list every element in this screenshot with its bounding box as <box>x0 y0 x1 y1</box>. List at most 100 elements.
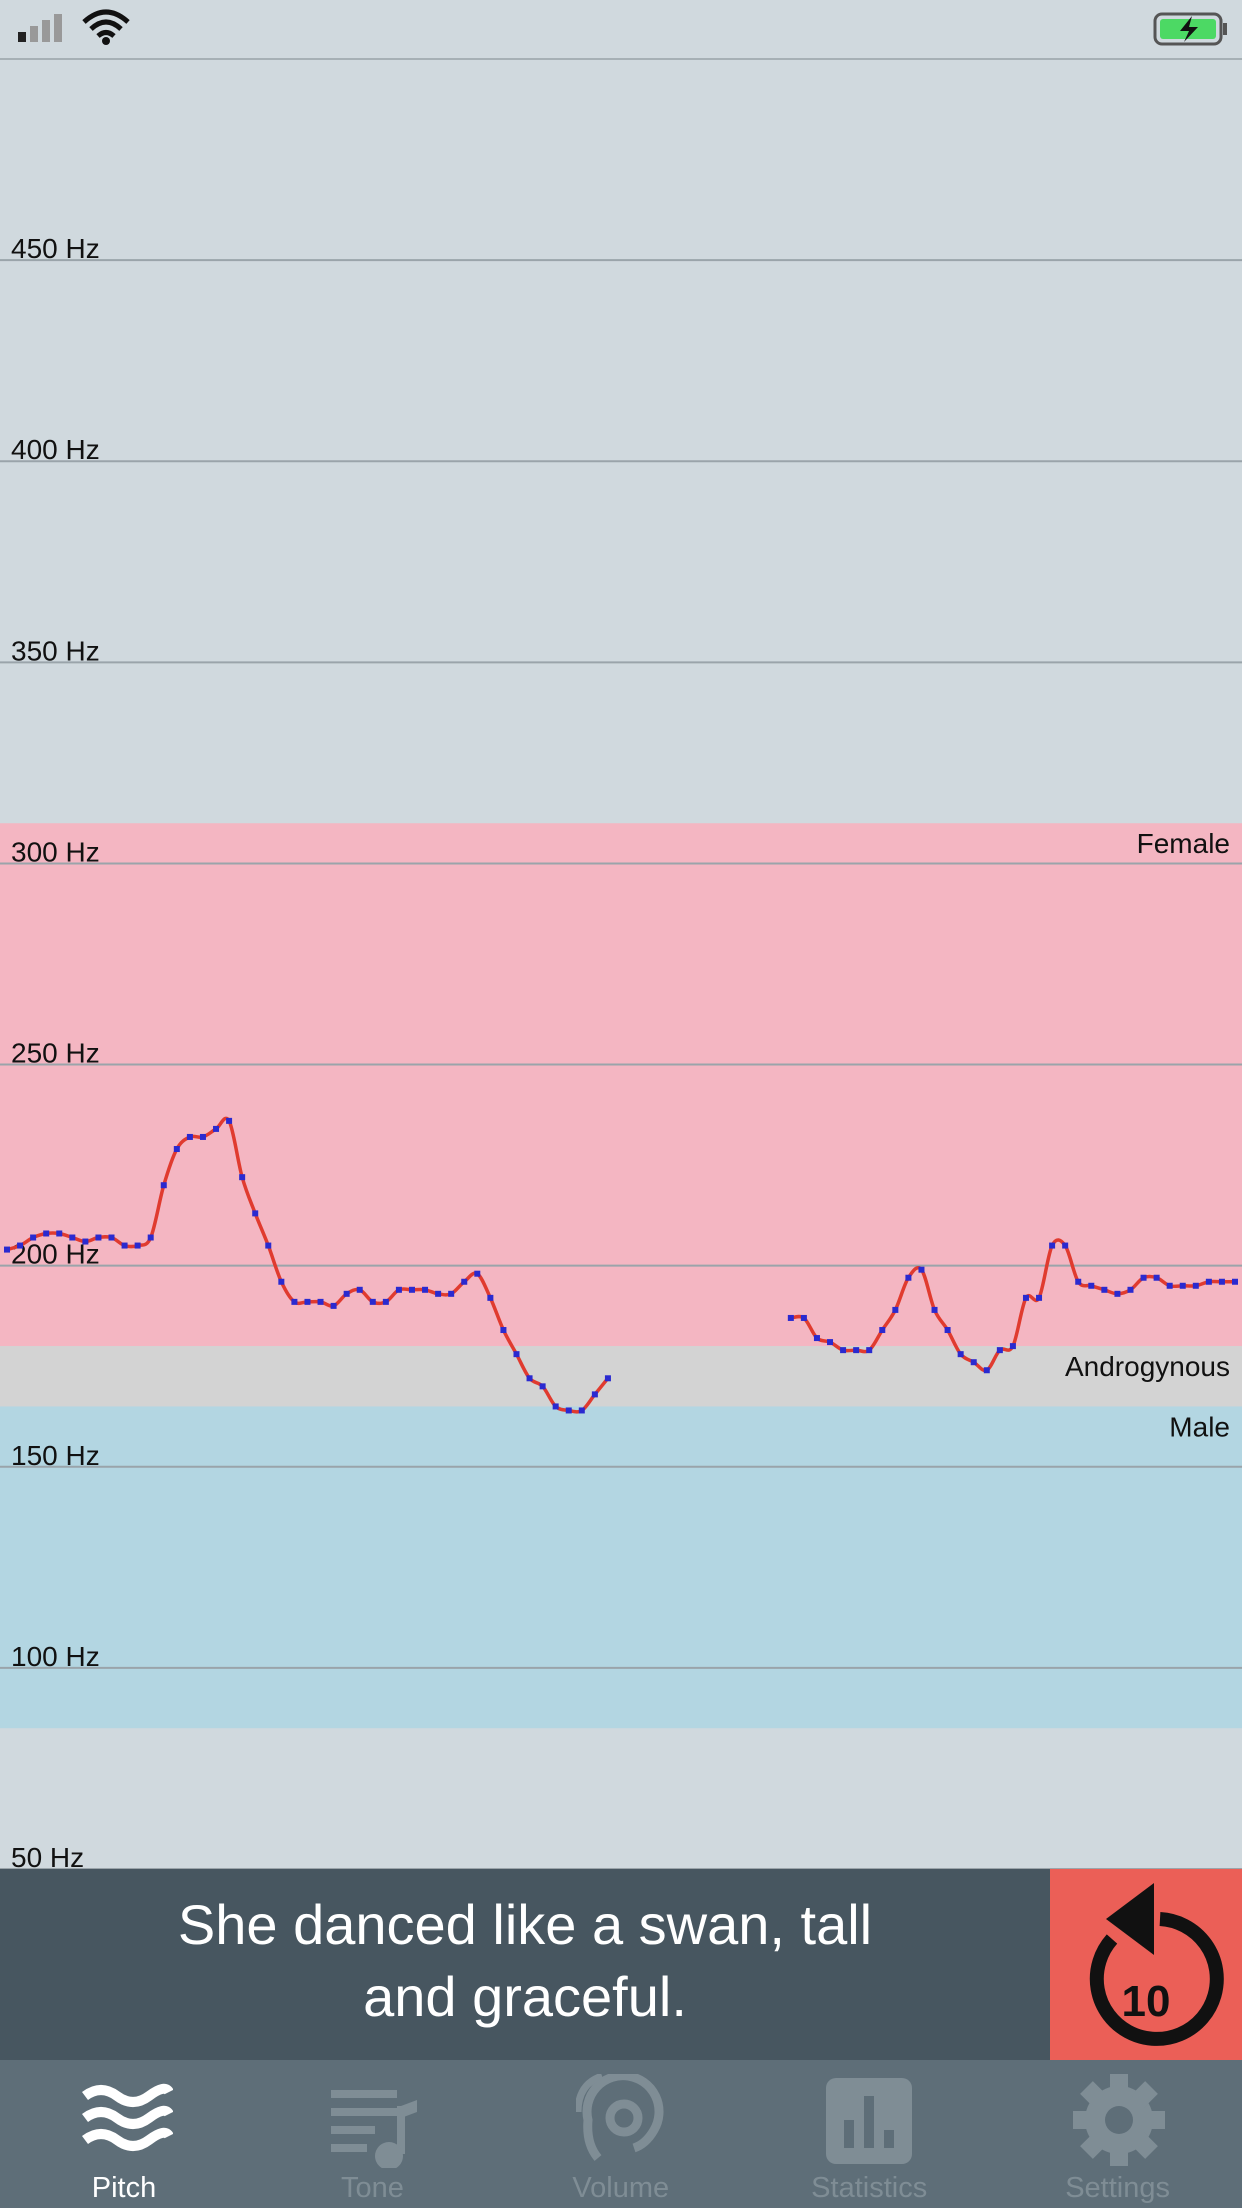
pitch-point <box>604 1375 611 1382</box>
signal-bar <box>18 32 26 42</box>
pitch-point <box>160 1182 167 1189</box>
pitch-point <box>422 1286 429 1293</box>
pitch-point <box>800 1314 807 1321</box>
pitch-point <box>1153 1274 1160 1281</box>
pitch-point <box>1127 1286 1134 1293</box>
pitch-point <box>304 1298 311 1305</box>
signal-bar <box>54 14 62 42</box>
pitch-point <box>1009 1343 1016 1350</box>
y-tick-label: 300 Hz <box>11 836 100 867</box>
pitch-point <box>539 1383 546 1390</box>
pitch-point <box>330 1302 337 1309</box>
pitch-point <box>1192 1282 1199 1289</box>
pitch-point <box>879 1327 886 1334</box>
prompt-text: She danced like a swan, tall and gracefu… <box>177 1893 873 2028</box>
pitch-point <box>134 1242 141 1249</box>
y-tick-label: 150 Hz <box>11 1440 100 1471</box>
pitch-point <box>17 1242 24 1249</box>
pitch-point <box>82 1238 89 1245</box>
tab[interactable]: Settings <box>994 2060 1242 2208</box>
pitch-point <box>565 1407 572 1414</box>
pitch-point <box>931 1306 938 1313</box>
signal-bar <box>30 26 38 42</box>
tab-label: Tone <box>340 2172 404 2204</box>
pitch-point <box>1218 1278 1225 1285</box>
pitch-point <box>996 1347 1003 1354</box>
pitch-point <box>1022 1294 1029 1301</box>
replay-button[interactable]: 10 <box>1050 1869 1242 2060</box>
pitch-point <box>866 1347 873 1354</box>
pitch-point <box>69 1234 76 1241</box>
y-tick-label: 250 Hz <box>11 1038 100 1069</box>
tab-label: Volume <box>572 2172 670 2204</box>
pitch-point <box>369 1298 376 1305</box>
pitch-point <box>500 1327 507 1334</box>
pitch-point <box>448 1290 455 1297</box>
pitch-point <box>265 1242 272 1249</box>
wifi-icon <box>82 9 130 38</box>
replay-label: 10 <box>1121 1977 1171 2026</box>
pitch-point <box>983 1367 990 1374</box>
pitch-point <box>199 1133 206 1140</box>
tab-label: Pitch <box>91 2172 157 2204</box>
pitch-point <box>578 1407 585 1414</box>
pitch-point <box>813 1335 820 1342</box>
status-bar <box>0 9 1242 60</box>
charging-icon <box>1180 16 1198 42</box>
y-tick-label: 400 Hz <box>11 434 100 465</box>
pitch-point <box>474 1270 481 1277</box>
y-tick-label: 450 Hz <box>11 233 100 264</box>
pitch-point <box>944 1327 951 1334</box>
pitch-point <box>30 1234 37 1241</box>
battery <box>1153 12 1223 46</box>
tab-icon <box>575 2074 664 2161</box>
pitch-point <box>1075 1278 1082 1285</box>
pitch-point <box>487 1294 494 1301</box>
pitch-point <box>291 1298 298 1305</box>
tab-label: Settings <box>1065 2172 1170 2204</box>
pitch-point <box>526 1375 533 1382</box>
pitch-point <box>356 1286 363 1293</box>
range-band <box>0 1346 1242 1407</box>
pitch-point <box>435 1290 442 1297</box>
pitch-point <box>461 1278 468 1285</box>
pitch-point <box>213 1125 220 1132</box>
pitch-point <box>892 1306 899 1313</box>
pitch-point <box>853 1347 860 1354</box>
pitch-point <box>408 1286 415 1293</box>
pitch-point <box>252 1210 259 1217</box>
pitch-point <box>43 1230 50 1237</box>
pitch-point <box>1036 1294 1043 1301</box>
y-tick-label: 50 Hz <box>11 1842 84 1869</box>
pitch-point <box>343 1290 350 1297</box>
y-tick-label: 100 Hz <box>11 1641 100 1672</box>
prompt-panel: She danced like a swan, tall and gracefu… <box>0 1869 1050 2060</box>
pitch-point <box>957 1351 964 1358</box>
pitch-point <box>552 1403 559 1410</box>
pitch-point <box>1114 1290 1121 1297</box>
pitch-point <box>317 1298 324 1305</box>
pitch-point <box>513 1351 520 1358</box>
replay-icon <box>1089 1883 1224 2046</box>
pitch-point <box>1166 1282 1173 1289</box>
tab[interactable]: Pitch <box>0 2060 248 2208</box>
pitch-point <box>278 1278 285 1285</box>
pitch-point <box>970 1359 977 1366</box>
tab[interactable]: Volume <box>497 2060 745 2208</box>
pitch-point <box>108 1234 115 1241</box>
band-label: Female <box>1137 828 1230 859</box>
pitch-point <box>382 1298 389 1305</box>
pitch-point <box>186 1133 193 1140</box>
tab-bar: Pitch Tone Volume Statistics Settings <box>0 2060 1242 2208</box>
pitch-point <box>56 1230 63 1237</box>
pitch-point <box>121 1242 128 1249</box>
pitch-point <box>95 1234 102 1241</box>
tab[interactable]: Tone <box>248 2060 496 2208</box>
pitch-point <box>905 1274 912 1281</box>
pitch-point <box>1062 1242 1069 1249</box>
y-tick-label: 350 Hz <box>11 635 100 666</box>
battery-tip <box>1223 23 1227 35</box>
tab-icon <box>826 2078 913 2164</box>
tab[interactable]: Statistics <box>745 2060 993 2208</box>
